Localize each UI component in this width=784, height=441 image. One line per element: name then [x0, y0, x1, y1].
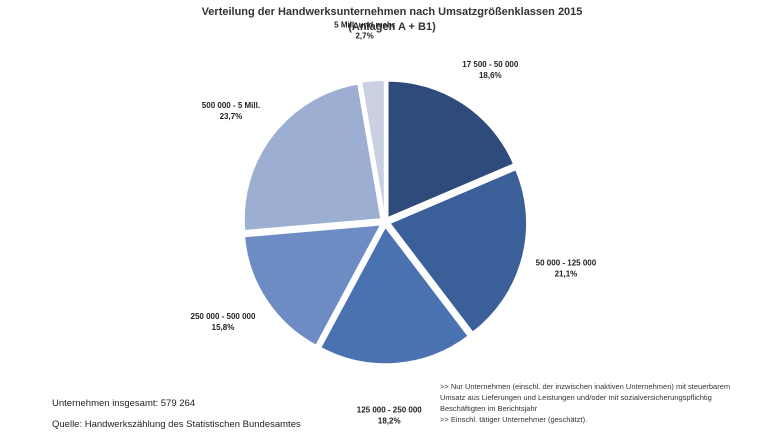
slice-category-label: 50 000 - 125 000	[536, 259, 597, 268]
footnote-line: Umsatz aus Lieferungen und Leistungen un…	[440, 393, 712, 402]
slice-category-label: 17 500 - 50 000	[462, 60, 519, 69]
chart-title: Verteilung der Handwerksunternehmen nach…	[201, 6, 583, 18]
footnotes: >> Nur Unternehmen (einschl. der inzwisc…	[440, 381, 740, 425]
pie-slice	[243, 223, 383, 347]
pie-slice	[243, 83, 382, 232]
total-companies-note: Unternehmen insgesamt: 579 264	[52, 398, 196, 409]
slice-value-label: 18,2%	[378, 416, 401, 425]
slice-category-label: 5 Mill. und mehr	[334, 21, 395, 30]
slice-value-label: 18,6%	[479, 71, 502, 80]
footnote-line: >> Nur Unternehmen (einschl. der inzwisc…	[440, 382, 731, 391]
footnote-line: Beschäftigten im Berichtsjahr	[440, 404, 538, 413]
pie-slice	[360, 79, 386, 218]
pie-slice	[388, 168, 528, 334]
chart-subtitle: (Anlagen A + B1)	[348, 21, 436, 33]
slice-value-label: 15,8%	[212, 323, 235, 332]
slice-category-label: 125 000 - 250 000	[357, 405, 422, 414]
slice-value-label: 2,7%	[355, 32, 373, 41]
slice-value-label: 21,1%	[555, 270, 578, 279]
pie-slice	[319, 225, 470, 365]
slice-category-label: 250 000 - 500 000	[191, 312, 256, 321]
pie-slice	[387, 80, 515, 219]
source-note: Quelle: Handwerkszählung des Statistisch…	[52, 419, 301, 430]
slice-category-label: 500 000 - 5 Mill.	[202, 101, 260, 110]
slice-value-label: 23,7%	[220, 112, 243, 121]
footnote-line: >> Einschl. tätiger Unternehmer (geschät…	[440, 415, 588, 424]
